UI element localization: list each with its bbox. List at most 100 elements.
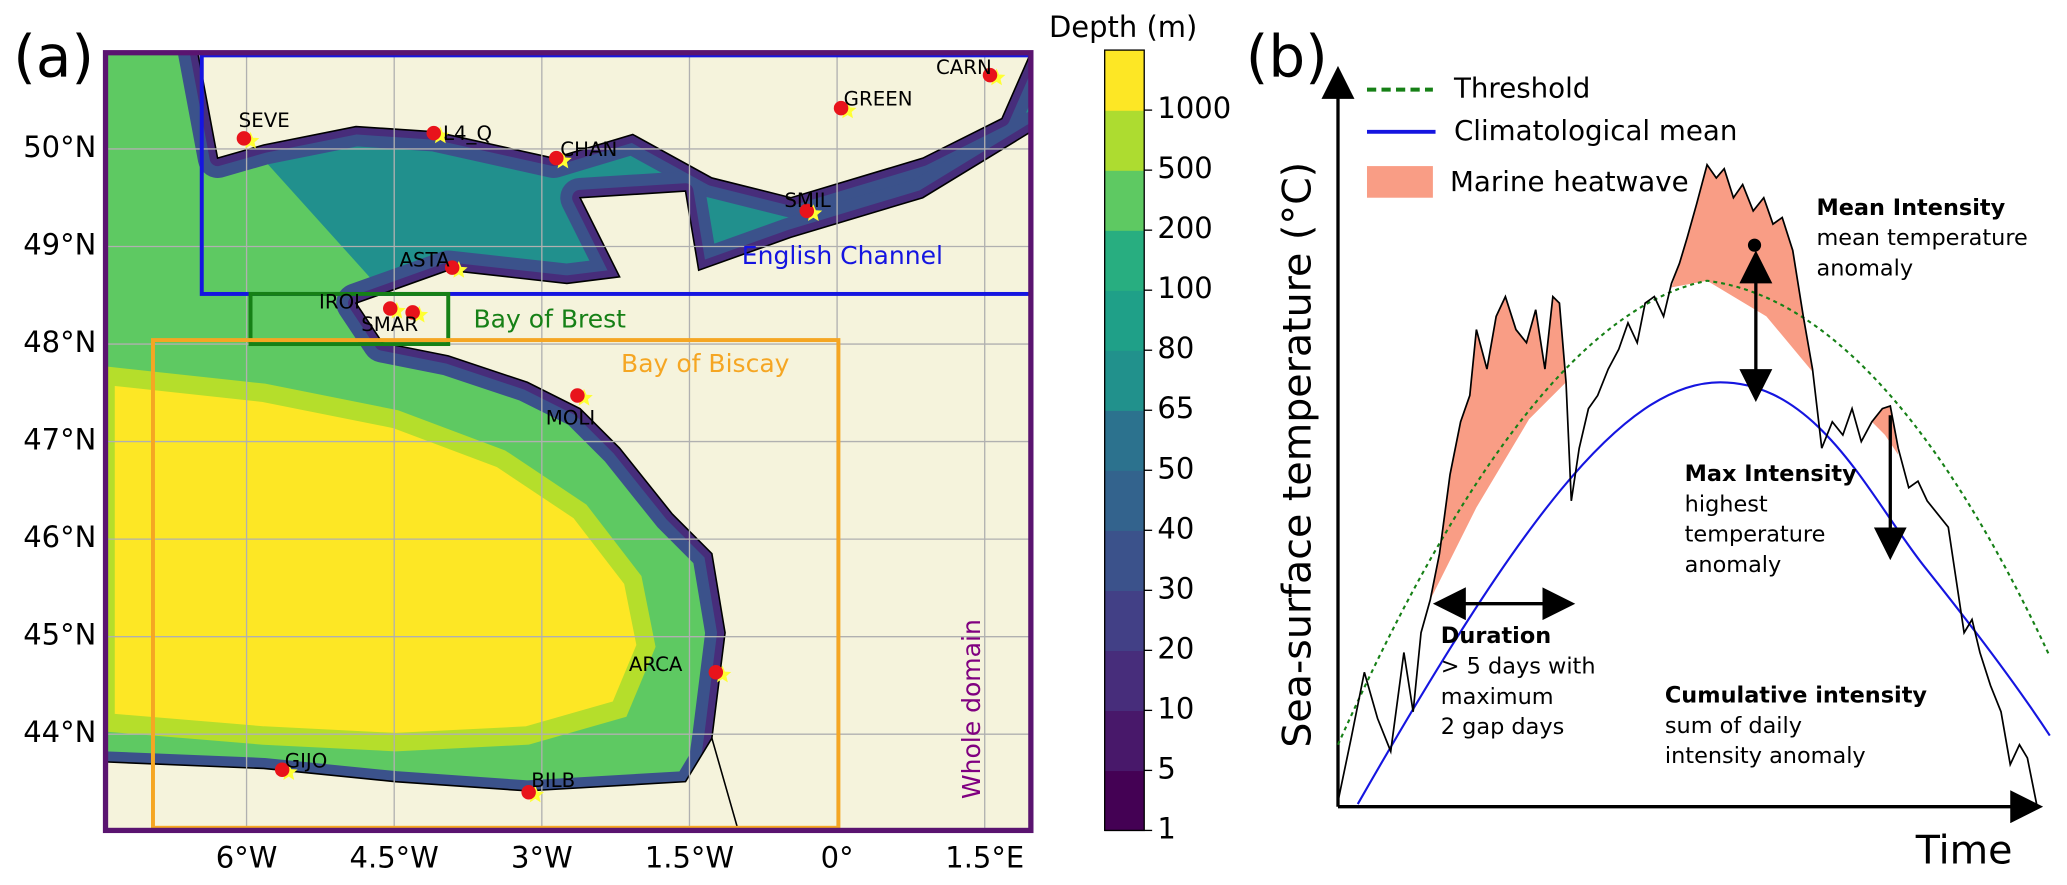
colorbar-tick-label: 50 [1157,451,1194,485]
station-label: CHAN [560,138,617,161]
lon-tick-label: 1.5°W [645,840,734,874]
lon-tick-label: 3°W [511,840,573,874]
sst-curve [1337,162,2038,805]
lon-tick-label: 1.5°E [945,840,1024,874]
colorbar-tick-label: 5 [1157,751,1175,785]
colorbar-segment [1104,590,1145,652]
station-dot [549,150,564,166]
y-axis-label: Sea-surface temperature (°C) [1274,162,1320,748]
labels: (a) (b) 6°W 4.5°W 3°W 1.5°W 0° 1.5°E 50°N 49°N 48°… [13,23,1328,875]
x-axis-label: Time [1915,827,2013,873]
map-frame [102,50,1034,834]
station-label: ASTA [399,248,450,271]
station-dot [274,762,290,778]
station-label: SEVE [239,109,290,132]
station-dot [444,260,460,275]
station-label: SMAR [361,313,418,336]
station-dot [521,784,536,800]
lat-tick-label: 47°N [23,423,96,457]
annotation-title: Mean Intensity [1816,195,2005,221]
legend-heatwave-swatch [1366,166,1433,198]
colorbar-segment [1104,290,1145,351]
colorbar-title: Depth (m) [1049,10,1197,44]
land [105,52,1031,831]
annotation-title: Duration [1441,623,1551,649]
lat-tick-label: 46°N [23,520,96,554]
lat-tick-label: 50°N [23,130,96,164]
colorbar-segment [1104,230,1145,291]
lat-tick-label: 49°N [23,227,96,261]
station-label: GIJO [285,749,328,772]
colorbar: 1 5 10 20 30 40 50 65 80 100 200 500 1000 Depth (m) [1049,10,1231,845]
mean-intensity-dot [1747,238,1762,252]
colorbar-tick-label: 20 [1157,631,1194,665]
climatology-curve [1356,381,2051,805]
station-dot [708,665,724,680]
colorbar-tick-label: 30 [1157,571,1194,605]
station-dot [405,305,420,320]
colorbar-tick-label: 200 [1157,211,1212,245]
annotation-text: maximum [1441,684,1554,710]
legend-label: Climatological mean [1454,114,1737,147]
station-dot [570,388,585,403]
station-label: ARCA [629,653,683,676]
station-label: IROI [319,291,360,314]
colorbar-tick-label: 500 [1157,151,1212,185]
annotation-text: temperature [1685,522,1826,548]
lat-tick-label: 44°N [23,715,96,749]
annotation-text: highest [1685,491,1768,517]
station-dot [236,131,252,146]
station-dot [799,203,815,219]
legend-label: Marine heatwave [1450,165,1689,198]
map [105,52,1031,831]
colorbar-segment [1104,410,1145,471]
station-label: GREEN [844,88,913,111]
station-label: BILB [531,769,575,792]
annotation-text: anomaly [1685,552,1782,578]
station-label: L4_Q [443,122,492,145]
lat-tick-label: 48°N [23,325,96,359]
bay-of-brest-box [248,291,451,347]
colorbar-tick-label: 100 [1157,271,1212,305]
station-label: CARN [936,56,992,79]
annotation-title: Cumulative intensity [1665,682,1928,708]
deep-sea [105,366,656,752]
colorbar-tick-label: 40 [1157,511,1194,545]
colorbar-segment [1104,170,1145,231]
station-dot [833,100,849,116]
annotation-text: intensity anomaly [1665,743,1866,769]
lon-tick-label: 4.5°W [350,840,439,874]
threshold-curve [1337,279,2051,746]
station-label: SMIL [784,189,830,212]
annotation-text: > 5 days with [1441,653,1596,679]
region-label: Bay of Biscay [621,349,790,378]
colorbar-segment [1104,650,1145,712]
region-label: English Channel [742,241,943,270]
colorbar-segment [1104,350,1145,411]
colorbar-segment [1104,770,1145,832]
station-dot [426,125,441,141]
lat-tick-label: 45°N [23,618,96,652]
station-dot [382,301,398,316]
lon-tick-label: 0° [821,840,854,874]
annotation-text: anomaly [1816,255,1913,281]
colorbar-segment [1104,470,1145,531]
legend-label: Threshold [1453,72,1590,105]
station-label: MOLI [546,407,595,430]
colorbar-segment [1104,710,1145,772]
region-label: Whole domain [957,619,986,799]
panel-label: (a) [13,23,94,91]
annotation-title: Max Intensity [1685,461,1857,487]
colorbar-tick-label: 1 [1157,811,1175,845]
panel-b: Sea-surface temperature (°C) Time Threshol… [1274,65,2051,873]
annotation-text: sum of daily [1665,713,1802,739]
colorbar-segment [1104,50,1145,111]
lon-tick-label: 6°W [216,840,278,874]
colorbar-frame [1104,49,1145,832]
colorbar-segment [1104,110,1145,171]
colorbar-tick-label: 65 [1157,391,1194,425]
colorbar-segment [1104,530,1145,591]
annotation-text: mean temperature [1816,225,2027,251]
